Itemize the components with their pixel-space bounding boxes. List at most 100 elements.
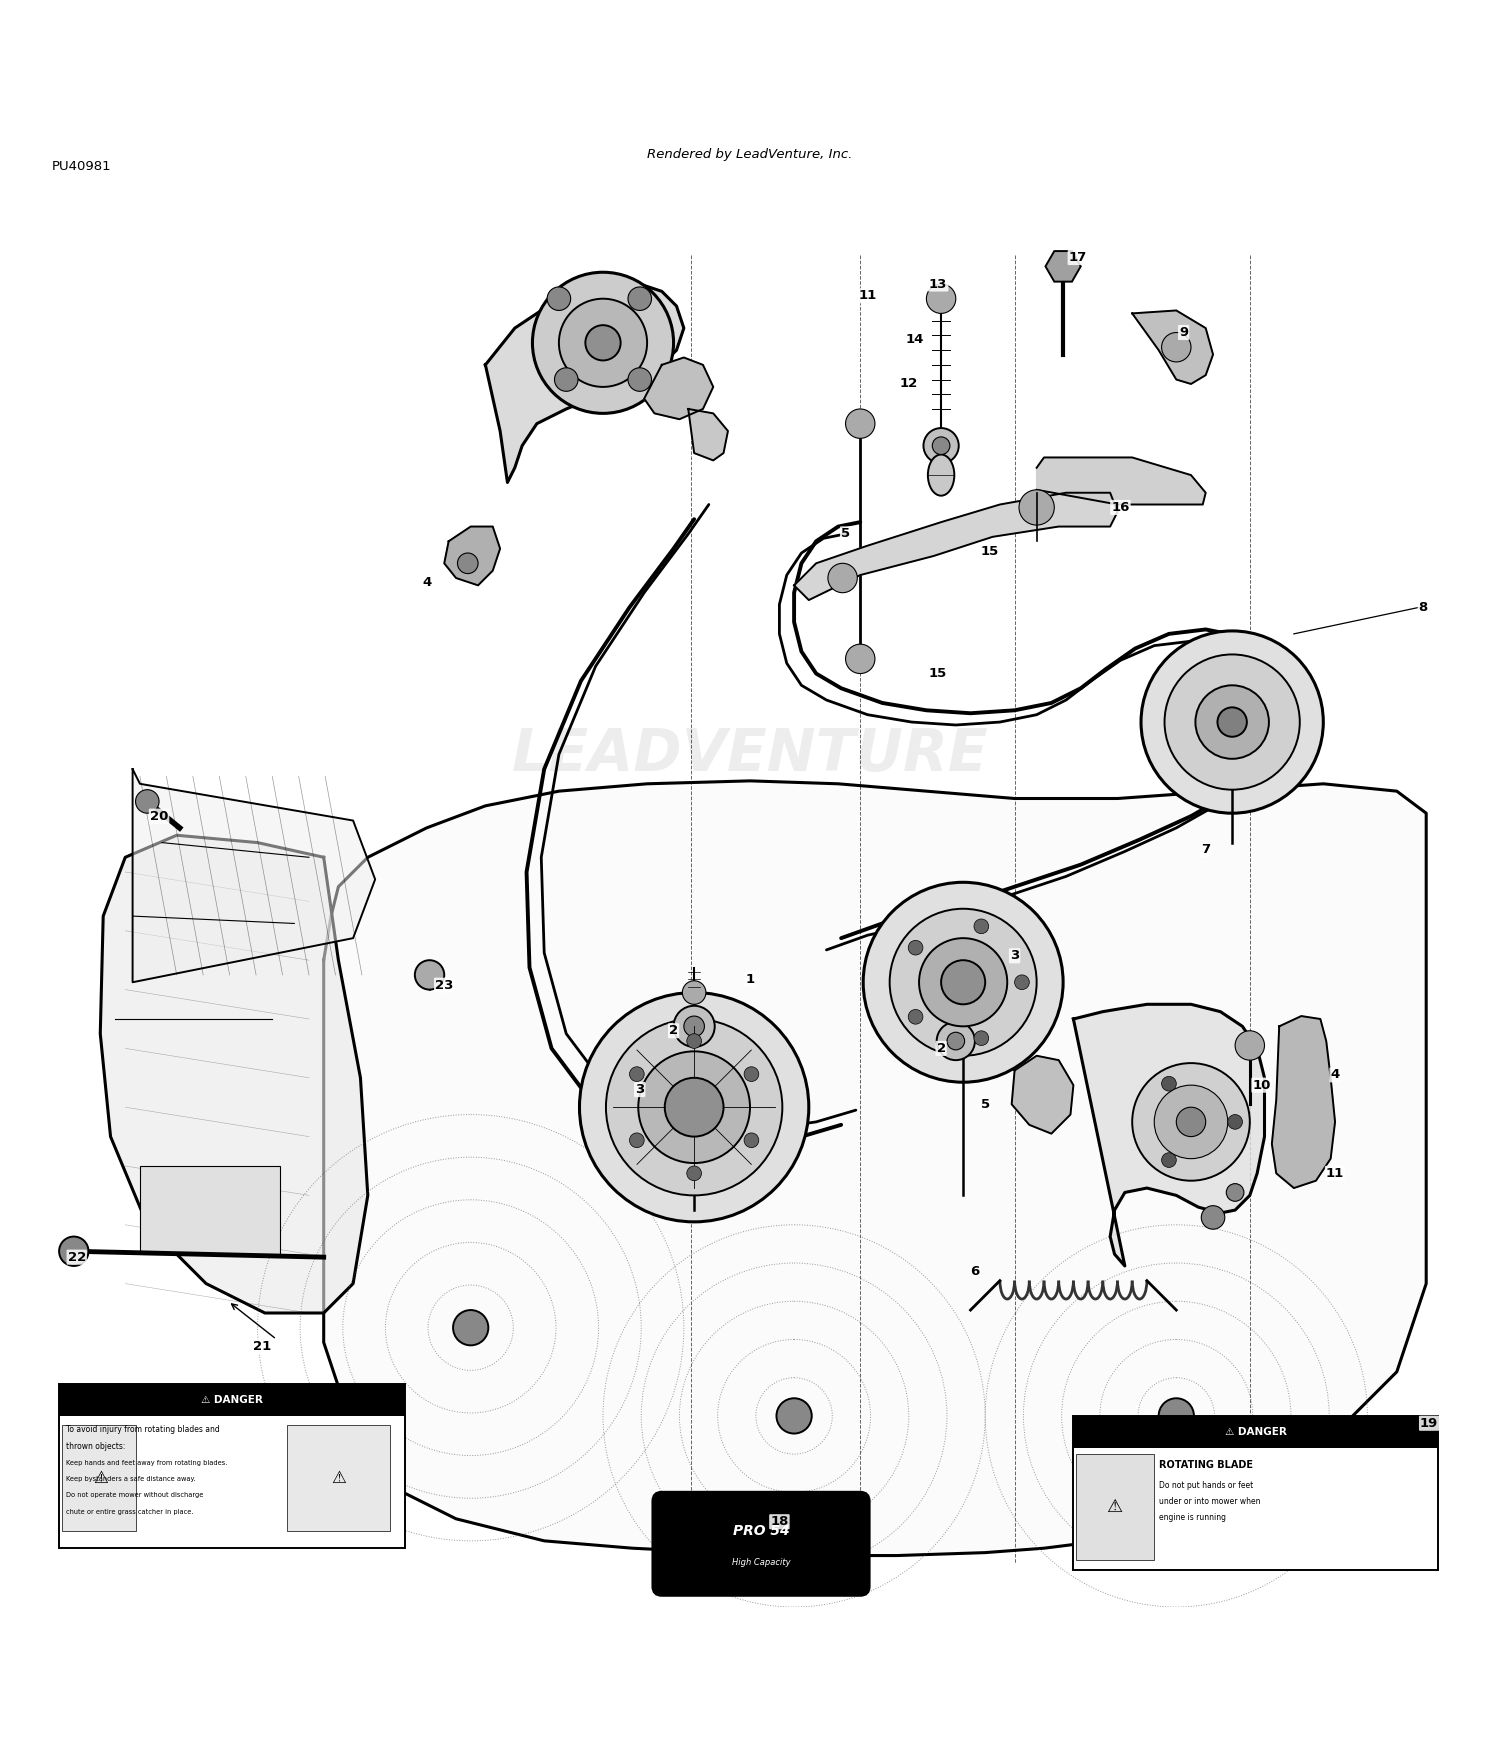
Text: PRO 54: PRO 54 [732,1524,789,1538]
Text: 8: 8 [1419,602,1428,614]
Text: 21: 21 [254,1341,272,1353]
Circle shape [908,940,922,956]
Circle shape [560,298,646,387]
Circle shape [846,408,874,438]
Circle shape [1218,708,1246,736]
Bar [286,1425,390,1531]
Circle shape [920,938,1008,1027]
Polygon shape [1036,457,1206,504]
Circle shape [1176,1107,1206,1137]
Text: engine is running: engine is running [1158,1512,1226,1523]
Circle shape [1155,1085,1227,1158]
Circle shape [828,563,858,593]
Circle shape [908,1010,922,1024]
Bar [140,1167,279,1254]
Polygon shape [1046,251,1080,281]
Circle shape [846,644,874,673]
Text: 20: 20 [150,809,168,823]
Polygon shape [1272,1017,1335,1188]
Text: 7: 7 [1202,844,1210,856]
Polygon shape [688,408,728,460]
Circle shape [1196,685,1269,759]
Circle shape [453,1310,489,1345]
Text: 4: 4 [1330,1069,1340,1081]
Circle shape [777,1399,812,1434]
Circle shape [606,1018,783,1195]
Circle shape [940,961,986,1005]
Circle shape [1142,631,1323,813]
Circle shape [927,284,956,314]
Text: ⚠ DANGER: ⚠ DANGER [201,1395,262,1404]
Circle shape [1161,1076,1176,1092]
Circle shape [1234,1031,1264,1060]
Circle shape [628,288,651,310]
Text: ⚠ DANGER: ⚠ DANGER [1224,1427,1287,1437]
Polygon shape [486,284,684,483]
Text: ⚠: ⚠ [93,1468,108,1486]
Polygon shape [1011,1055,1074,1134]
Circle shape [548,288,570,310]
Circle shape [639,1052,750,1163]
Text: ⚠: ⚠ [332,1468,346,1486]
Text: 18: 18 [770,1516,789,1528]
FancyBboxPatch shape [652,1493,868,1596]
Bar [1074,1416,1438,1570]
Bar [1074,1416,1438,1448]
Text: 3: 3 [1010,949,1019,963]
Circle shape [58,1236,88,1266]
Text: Rendered by LeadVenture, Inc.: Rendered by LeadVenture, Inc. [648,148,852,160]
Circle shape [416,961,444,989]
Circle shape [687,1034,702,1048]
Circle shape [1132,1064,1250,1181]
Circle shape [630,1134,644,1148]
Circle shape [458,553,478,574]
Polygon shape [1132,310,1214,384]
Text: To avoid injury from rotating blades and: To avoid injury from rotating blades and [66,1425,220,1434]
Text: 13: 13 [928,277,948,291]
Text: ⚠: ⚠ [1107,1498,1122,1516]
Text: 17: 17 [1068,251,1088,263]
Polygon shape [794,494,1118,600]
Bar [58,1383,405,1416]
Text: 22: 22 [68,1250,86,1264]
Circle shape [682,980,706,1005]
Text: High Capacity: High Capacity [732,1557,790,1568]
Circle shape [687,1167,702,1181]
Text: 11: 11 [1326,1167,1344,1181]
Text: 11: 11 [858,290,876,302]
Circle shape [924,427,958,464]
Circle shape [532,272,674,413]
Text: 10: 10 [1252,1078,1270,1092]
Circle shape [664,1078,723,1137]
Circle shape [1019,490,1054,525]
Circle shape [684,1017,705,1036]
Text: 16: 16 [1112,501,1130,514]
Circle shape [890,909,1036,1055]
Circle shape [1228,1114,1242,1130]
Circle shape [674,1006,714,1046]
Polygon shape [444,527,500,586]
Circle shape [974,919,988,933]
Text: 14: 14 [906,333,924,347]
Circle shape [936,1022,975,1060]
Text: 12: 12 [900,377,918,391]
Circle shape [744,1067,759,1081]
Text: 23: 23 [435,978,453,992]
Text: 9: 9 [1179,326,1188,338]
Circle shape [1202,1205,1225,1230]
Text: 4: 4 [422,576,430,589]
Text: PU40981: PU40981 [51,160,111,173]
Circle shape [933,438,950,455]
Text: under or into mower when: under or into mower when [1158,1496,1260,1505]
Text: 15: 15 [928,666,948,680]
Circle shape [1158,1399,1194,1434]
Circle shape [579,992,808,1223]
Bar [62,1425,135,1531]
Circle shape [862,882,1064,1083]
Circle shape [585,324,621,361]
Circle shape [628,368,651,391]
Circle shape [974,1031,988,1045]
Text: 5: 5 [842,527,850,541]
Circle shape [1161,1153,1176,1167]
Circle shape [555,368,578,391]
